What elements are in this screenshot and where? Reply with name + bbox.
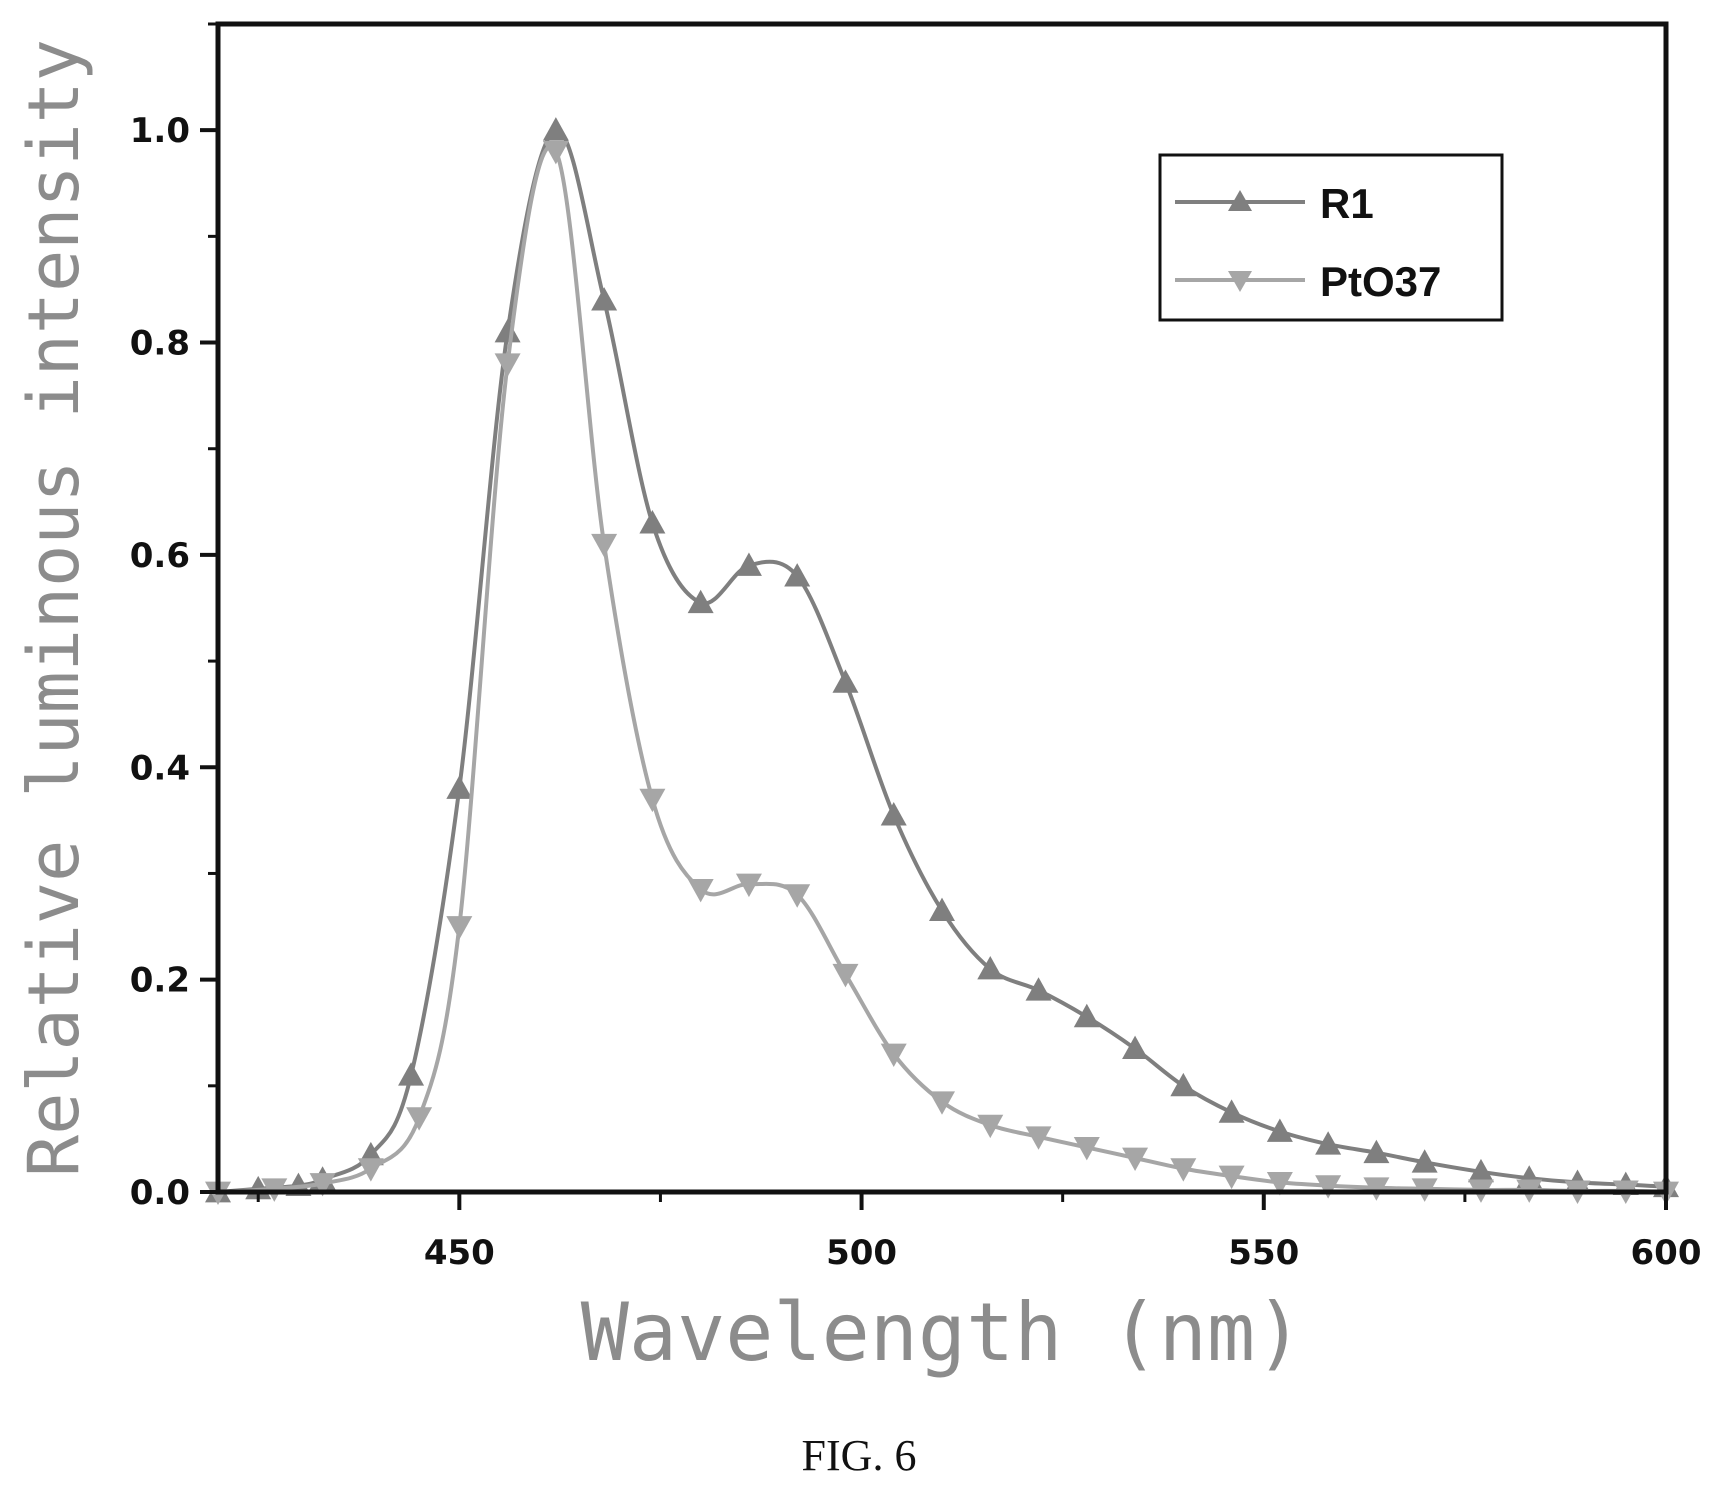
data-point-r1 [784,563,811,587]
data-point-pto37 [880,1043,907,1067]
data-point-r1 [1122,1035,1149,1060]
data-point-pto37 [832,963,859,988]
data-point-pto37 [639,788,666,813]
data-point-r1 [494,318,521,343]
data-point-pto37 [309,1173,336,1197]
data-point-r1 [542,117,569,141]
data-point-pto37 [1073,1137,1100,1161]
data-point-pto37 [735,873,762,898]
x-ticks: 450 500 550 600 [256,1192,1702,1273]
data-point-r1 [832,669,859,693]
data-point-pto37 [1363,1177,1390,1201]
data-point-r1 [398,1062,425,1086]
x-axis-title: Wavelength (nm) [581,1286,1303,1379]
legend: R1 PtO37 [1158,153,1504,322]
data-point-r1 [1266,1118,1293,1142]
data-point-pto37 [591,533,618,558]
data-point-pto37 [1218,1165,1245,1190]
data-point-r1 [591,287,618,311]
data-point-pto37 [357,1158,384,1182]
data-point-r1 [1467,1158,1494,1183]
legend-marker-r1 [1228,190,1252,211]
data-point-pto37 [687,878,714,903]
data-point-pto37 [446,916,473,940]
data-point-r1 [929,897,955,922]
legend-marker-pto37 [1228,271,1252,292]
data-point-r1 [1170,1072,1197,1097]
y-tick-label: 1.0 [130,111,190,151]
data-point-pto37 [929,1091,955,1115]
data-point-pto37 [784,884,811,908]
y-tick-label: 0.0 [130,1173,190,1213]
data-point-pto37 [1266,1172,1293,1196]
data-point-r1 [1218,1099,1245,1123]
data-point-r1 [687,589,714,614]
series-layer [205,117,1679,1205]
data-point-r1 [1073,1003,1100,1028]
x-tick-label: 500 [826,1233,897,1273]
legend-label-r1: R1 [1320,180,1374,227]
figure-caption: FIG. 6 [802,1431,917,1480]
data-point-r1 [1411,1149,1438,1173]
data-point-r1 [1315,1131,1342,1155]
data-point-pto37 [1170,1158,1197,1182]
x-tick-label: 550 [1228,1233,1299,1273]
plot-frame [215,21,1669,1195]
data-point-r1 [735,552,762,576]
x-tick-label: 600 [1631,1233,1702,1273]
y-axis-title: Relative luminous intensity [13,39,95,1177]
data-point-r1 [639,510,666,534]
data-point-r1 [880,802,907,826]
data-point-pto37 [1315,1175,1342,1199]
y-ticks: 0.0 0.2 0.4 0.6 0.8 1.0 [130,22,218,1213]
y-tick-label: 0.2 [130,961,190,1001]
data-point-pto37 [494,353,521,377]
x-tick-label: 450 [424,1233,495,1273]
data-point-pto37 [1025,1126,1052,1150]
data-point-r1 [977,956,1004,980]
data-point-r1 [1363,1139,1390,1164]
data-point-pto37 [977,1114,1004,1139]
data-point-r1 [446,775,473,799]
y-tick-label: 0.6 [130,536,190,576]
legend-box [1158,153,1504,322]
data-point-pto37 [406,1107,433,1131]
y-tick-label: 0.4 [130,748,190,788]
data-point-pto37 [542,141,569,165]
data-point-pto37 [1122,1147,1149,1172]
y-tick-label: 0.8 [130,324,190,364]
legend-label-pto37: PtO37 [1320,258,1441,305]
data-point-r1 [1025,977,1052,1001]
